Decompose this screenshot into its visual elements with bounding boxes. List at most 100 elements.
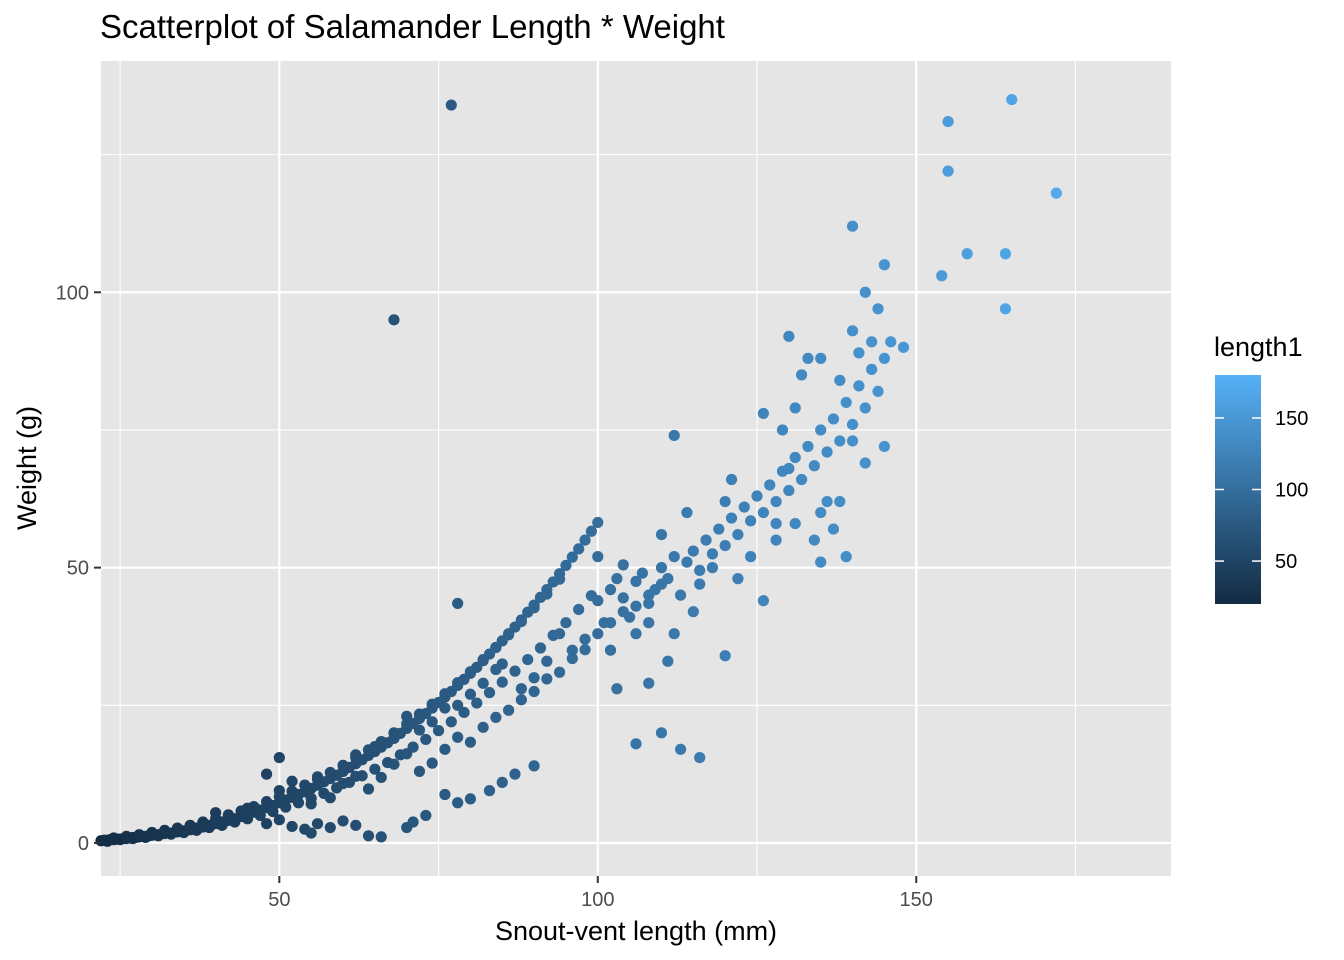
data-point <box>260 768 273 780</box>
data-point <box>159 824 171 836</box>
y-axis-label: Weight (g) <box>12 406 42 530</box>
data-point <box>362 783 375 795</box>
data-point <box>439 688 451 700</box>
data-point <box>413 724 426 736</box>
data-point <box>210 807 222 819</box>
data-point <box>273 752 285 764</box>
data-point <box>477 653 489 666</box>
data-point <box>719 495 731 508</box>
data-point <box>802 440 814 453</box>
data-point <box>426 716 438 728</box>
data-point <box>369 763 381 775</box>
data-point <box>260 796 273 808</box>
data-point <box>184 819 196 831</box>
data-point <box>815 506 827 519</box>
data-point <box>241 802 254 814</box>
data-point <box>725 473 738 486</box>
data-point <box>846 325 859 337</box>
data-point <box>452 797 464 809</box>
data-point <box>840 396 852 409</box>
y-tick-label: 50 <box>67 558 89 580</box>
data-point <box>324 821 336 834</box>
data-point <box>477 721 489 733</box>
data-point <box>350 770 362 782</box>
data-point <box>241 813 254 825</box>
data-point <box>846 435 859 447</box>
data-point <box>566 644 578 656</box>
data-point <box>789 402 801 414</box>
data-point <box>808 534 820 546</box>
data-point <box>509 665 521 677</box>
data-point <box>420 733 432 746</box>
data-point <box>337 815 349 827</box>
data-point <box>706 562 719 574</box>
data-point <box>732 573 744 585</box>
data-point <box>592 551 604 563</box>
data-point <box>496 676 508 688</box>
data-point <box>961 248 973 260</box>
data-point <box>585 525 598 537</box>
data-point <box>464 688 477 700</box>
data-point <box>483 785 496 797</box>
data-point <box>286 820 298 833</box>
data-point <box>509 768 521 780</box>
data-point <box>1006 93 1018 106</box>
data-point <box>719 650 731 662</box>
data-point <box>528 602 540 614</box>
data-point <box>942 165 954 177</box>
data-point <box>579 644 591 656</box>
data-point <box>560 559 572 572</box>
data-point <box>197 816 209 828</box>
data-point <box>687 606 699 618</box>
data-point <box>439 743 451 755</box>
data-point <box>369 740 381 753</box>
data-point <box>815 556 827 568</box>
data-point <box>413 765 426 777</box>
data-point <box>458 706 470 719</box>
legend-tick-label: 150 <box>1275 408 1308 430</box>
data-point <box>999 248 1012 260</box>
data-point <box>407 816 419 828</box>
data-point <box>426 698 438 710</box>
data-point <box>452 677 464 689</box>
data-point <box>757 407 769 420</box>
data-point <box>464 793 477 805</box>
data-point <box>553 628 566 640</box>
data-point <box>630 575 642 587</box>
data-point <box>643 597 655 610</box>
data-point <box>617 559 629 571</box>
data-point <box>770 534 782 546</box>
data-point <box>426 757 438 769</box>
data-point <box>694 752 706 764</box>
data-point <box>834 435 846 447</box>
data-point <box>611 683 623 695</box>
data-point <box>630 738 642 750</box>
x-tick-label: 50 <box>268 889 290 911</box>
data-point <box>655 727 668 739</box>
data-point <box>821 446 833 458</box>
data-point <box>324 766 336 779</box>
data-point <box>1050 187 1062 199</box>
data-point <box>452 731 464 743</box>
data-point <box>751 490 763 502</box>
data-point <box>942 115 954 128</box>
data-point <box>866 336 878 348</box>
data-point <box>598 617 610 629</box>
data-point <box>897 341 910 353</box>
data-point <box>490 641 502 654</box>
data-point <box>834 374 846 386</box>
data-point <box>566 551 578 563</box>
data-point <box>700 534 712 546</box>
data-point <box>859 457 871 469</box>
data-point <box>267 805 279 818</box>
data-point <box>573 543 585 555</box>
data-point <box>681 556 693 568</box>
data-point <box>350 819 362 831</box>
data-point <box>878 440 890 453</box>
data-point <box>662 655 674 667</box>
data-point <box>834 495 846 508</box>
data-point <box>401 718 413 730</box>
data-point <box>617 592 629 604</box>
data-point <box>273 785 285 797</box>
